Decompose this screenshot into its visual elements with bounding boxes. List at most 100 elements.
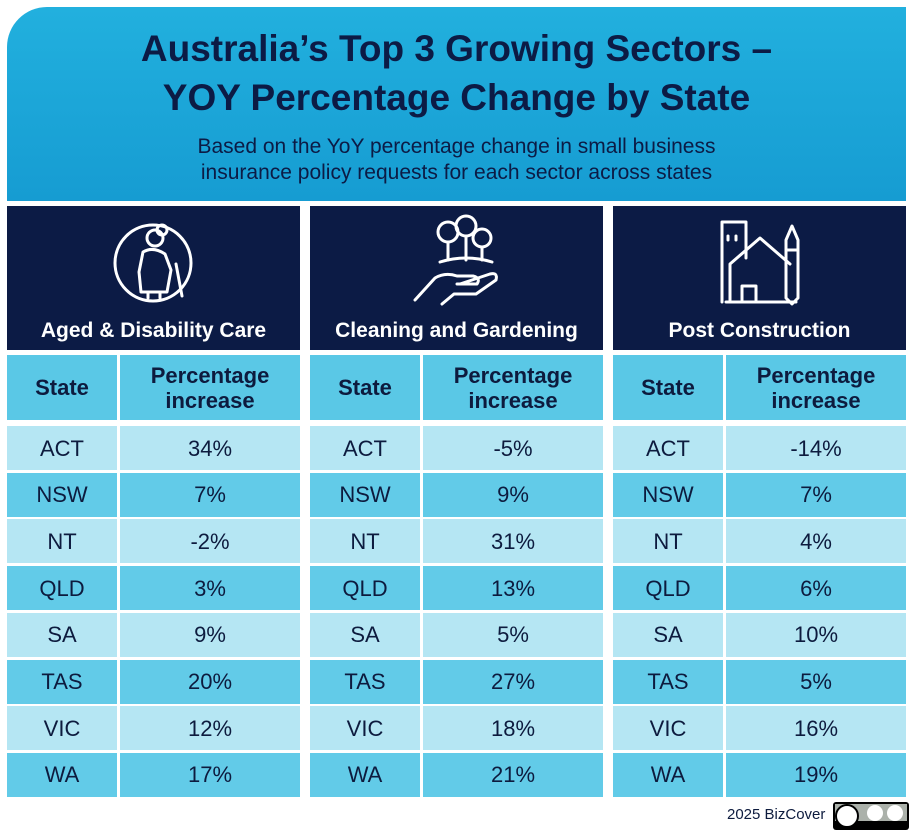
state-cell: ACT <box>7 426 117 470</box>
percent-cell: 5% <box>423 612 603 657</box>
percent-cell: 16% <box>726 706 906 751</box>
percent-cell-text: 31% <box>490 528 536 554</box>
percent-cell: 34% <box>120 426 300 470</box>
state-cell-text: ACT <box>40 435 84 461</box>
column-header-text: Percentage increase <box>150 362 270 413</box>
percent-cell-text: 9% <box>194 622 226 648</box>
column-header: State <box>310 355 420 420</box>
sector-name-text: Aged & Disability Care <box>40 318 267 342</box>
percent-cell: 21% <box>423 752 603 797</box>
sector-name-text: Post Construction <box>668 318 851 342</box>
percent-cell-text: 9% <box>497 482 529 508</box>
state-cell: VIC <box>310 706 420 751</box>
state-cell: TAS <box>310 659 420 704</box>
percent-cell: -2% <box>120 519 300 564</box>
column-header: Percentage increase <box>120 355 300 420</box>
percent-cell: 31% <box>423 519 603 564</box>
percent-cell: 20% <box>120 659 300 704</box>
state-cell-text: TAS <box>647 669 689 694</box>
percent-cell: -5% <box>423 426 603 470</box>
state-cell: NT <box>613 519 723 564</box>
state-cell-text: SA <box>350 622 380 648</box>
percent-cell: 9% <box>423 472 603 517</box>
state-cell: NSW <box>310 472 420 517</box>
state-cell-text: NT <box>653 528 683 554</box>
state-cell-text: QLD <box>645 575 691 601</box>
state-cell: NT <box>310 519 420 564</box>
state-cell: TAS <box>613 659 723 704</box>
percent-cell-text: 21% <box>490 762 536 788</box>
column-header-text: State <box>641 375 695 400</box>
column-header: Percentage increase <box>726 355 906 420</box>
percent-cell-text: 5% <box>497 622 529 648</box>
state-cell-text: VIC <box>43 715 81 741</box>
state-cell-text: VIC <box>346 715 384 741</box>
percent-cell-text: 5% <box>800 669 832 694</box>
percent-cell-text: 27% <box>490 669 536 694</box>
state-cell-text: ACT <box>646 435 690 461</box>
percent-cell-text: -2% <box>190 528 230 554</box>
percent-cell-text: -5% <box>493 435 533 461</box>
percent-cell-text: 16% <box>793 715 839 741</box>
percent-cell-text: 34% <box>187 435 233 461</box>
credit: 2025 BizCover <box>727 806 826 823</box>
percent-cell-text: -14% <box>790 435 842 461</box>
state-cell-text: QLD <box>39 575 85 601</box>
column-header-text: Percentage increase <box>453 362 573 413</box>
state-cell: WA <box>7 752 117 797</box>
state-cell: QLD <box>310 566 420 611</box>
state-cell: TAS <box>7 659 117 704</box>
state-cell-text: WA <box>347 762 383 788</box>
percent-cell: 7% <box>120 472 300 517</box>
subtitle-line: Based on the YoY percentage change in sm… <box>197 135 716 158</box>
percent-cell: 4% <box>726 519 906 564</box>
percent-cell: 27% <box>423 659 603 704</box>
percent-cell: 9% <box>120 612 300 657</box>
percent-cell: 7% <box>726 472 906 517</box>
percent-cell-text: 7% <box>194 482 226 508</box>
state-cell: SA <box>310 612 420 657</box>
percent-cell: 5% <box>726 659 906 704</box>
column-header-text: State <box>338 375 392 400</box>
state-cell-text: VIC <box>649 715 687 741</box>
percent-cell-text: 6% <box>800 575 832 601</box>
column-header-text: Percentage increase <box>756 362 876 413</box>
percent-cell: 10% <box>726 612 906 657</box>
state-cell: QLD <box>7 566 117 611</box>
subtitle-line: insurance policy requests for each secto… <box>200 161 713 184</box>
sector-name: Aged & Disability Care <box>7 313 300 347</box>
state-cell-text: NT <box>47 528 77 554</box>
column-header-text: State <box>35 375 89 400</box>
percent-cell-text: 12% <box>187 715 233 741</box>
state-cell-text: SA <box>653 622 683 648</box>
state-cell-text: NSW <box>339 482 391 508</box>
state-cell: VIC <box>613 706 723 751</box>
state-cell: ACT <box>310 426 420 470</box>
state-cell-text: QLD <box>342 575 388 601</box>
state-cell: NT <box>7 519 117 564</box>
state-cell-text: NT <box>350 528 380 554</box>
column-header: State <box>613 355 723 420</box>
percent-cell-text: 17% <box>187 762 233 788</box>
state-cell-text: NSW <box>36 482 88 508</box>
percent-cell: 13% <box>423 566 603 611</box>
state-cell-text: WA <box>650 762 686 788</box>
percent-cell-text: 4% <box>800 528 832 554</box>
state-cell-text: ACT <box>343 435 387 461</box>
percent-cell-text: 3% <box>194 575 226 601</box>
percent-cell-text: 20% <box>187 669 233 694</box>
percent-cell: 12% <box>120 706 300 751</box>
state-cell: NSW <box>613 472 723 517</box>
state-cell: QLD <box>613 566 723 611</box>
percent-cell: 19% <box>726 752 906 797</box>
column-header: State <box>7 355 117 420</box>
sector-name: Post Construction <box>613 313 906 347</box>
percent-cell: 17% <box>120 752 300 797</box>
percent-cell: -14% <box>726 426 906 470</box>
state-cell: VIC <box>7 706 117 751</box>
percent-cell-text: 10% <box>793 622 839 648</box>
percent-cell: 6% <box>726 566 906 611</box>
state-cell: ACT <box>613 426 723 470</box>
state-cell: WA <box>613 752 723 797</box>
